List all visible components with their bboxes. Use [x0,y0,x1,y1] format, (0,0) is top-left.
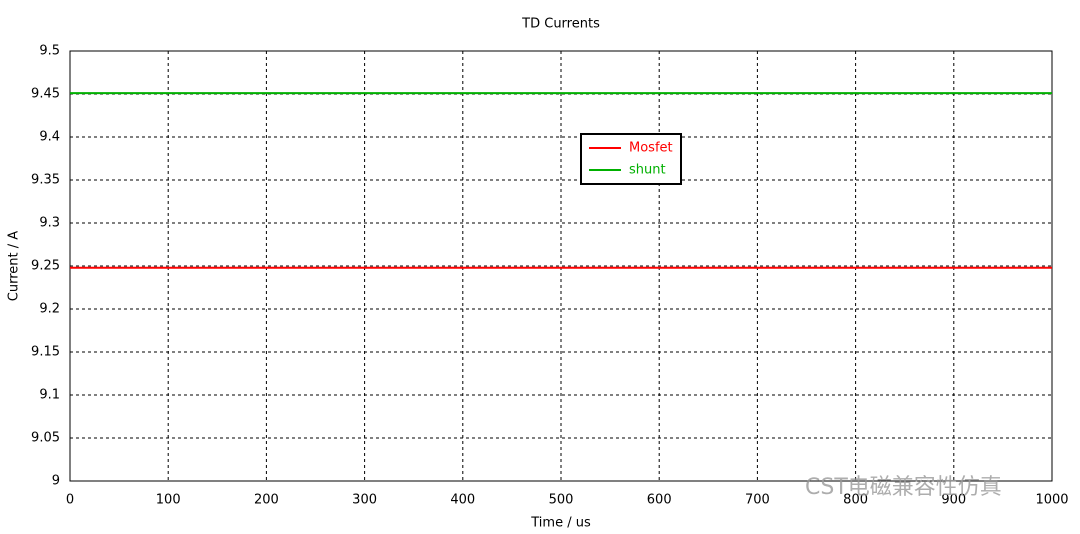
plot-frame [69,50,1053,482]
y-tick-label: 9.05 [31,431,60,446]
y-tick-label: 9.1 [39,388,60,403]
y-tick-label: 9.45 [31,87,60,102]
y-tick-label: 9.3 [39,216,60,231]
x-tick-label: 600 [647,493,672,508]
x-tick-label: 300 [352,493,377,508]
x-tick-label: 0 [66,493,74,508]
x-tick-label: 900 [941,493,966,508]
x-tick-label: 700 [745,493,770,508]
x-tick-label: 500 [549,493,574,508]
y-tick-label: 9.15 [31,345,60,360]
x-axis-label: Time / us [530,516,591,531]
x-tick-label: 1000 [1035,493,1068,508]
y-axis-label: Current / A [7,231,22,301]
x-tick-label: 400 [450,493,475,508]
legend-box [580,133,682,185]
y-tick-label: 9.35 [31,173,60,188]
chart-title: TD Currents [521,17,600,32]
watermark: CST电磁兼容性仿真 [805,475,1002,500]
y-tick-label: 9.4 [39,130,60,145]
legend-label: shunt [629,163,666,178]
legend-label: Mosfet [629,141,673,156]
y-tick-label: 9.2 [39,302,60,317]
y-tick-label: 9.25 [31,259,60,274]
x-tick-label: 200 [254,493,279,508]
x-tick-label: 100 [156,493,181,508]
x-tick-label: 800 [843,493,868,508]
y-tick-label: 9 [52,474,60,489]
y-tick-label: 9.5 [39,44,60,59]
